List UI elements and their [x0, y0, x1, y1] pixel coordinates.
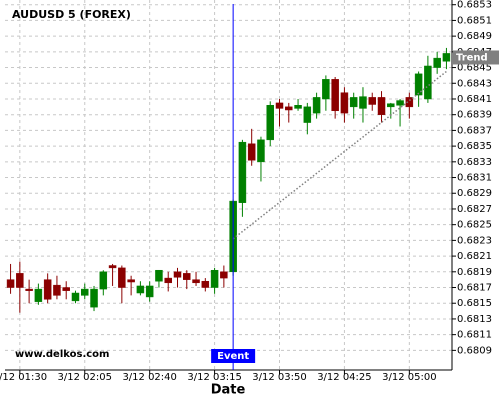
- candle-body: [387, 103, 395, 108]
- candle-body: [396, 100, 404, 106]
- x-tick-label: 3/12 03:15: [187, 372, 241, 383]
- candle-body: [81, 288, 89, 296]
- y-tick-label: 0.6829: [457, 188, 492, 199]
- y-tick-label: 0.6823: [457, 235, 492, 246]
- x-tick-label: 3/12 02:40: [122, 372, 176, 383]
- candle-body: [127, 279, 135, 283]
- y-tick-label: 0.6853: [457, 0, 492, 11]
- y-tick-label: 0.6841: [457, 94, 492, 105]
- x-axis-title: Date: [211, 383, 246, 398]
- candle-body: [108, 265, 117, 269]
- candle-body: [266, 105, 274, 141]
- x-tick-label: 3/12 05:00: [382, 372, 436, 383]
- candle-body: [368, 97, 376, 105]
- y-tick-label: 0.6815: [457, 298, 492, 309]
- candle-body: [201, 280, 210, 288]
- y-tick-label: 0.6817: [457, 283, 492, 294]
- y-tick-label: 0.6849: [457, 31, 492, 42]
- candle-body: [340, 92, 349, 114]
- candle-body: [164, 277, 172, 284]
- y-tick-label: 0.6831: [457, 173, 492, 184]
- y-tick-label: 0.6811: [457, 330, 492, 341]
- trend-line: [232, 70, 447, 240]
- candle-body: [192, 279, 200, 284]
- y-tick-label: 0.6845: [457, 63, 492, 74]
- candle-body: [6, 279, 15, 288]
- candle-body: [34, 288, 43, 302]
- watermark: www.delkos.com: [15, 349, 109, 360]
- event-label-box: [211, 349, 256, 363]
- y-tick-label: 0.6851: [457, 15, 492, 26]
- y-tick-label: 0.6827: [457, 204, 492, 215]
- candle-body: [25, 288, 33, 291]
- y-tick-label: 0.6809: [457, 345, 492, 356]
- y-tick-label: 0.6819: [457, 267, 492, 278]
- candle-body: [424, 65, 432, 100]
- y-tick-label: 0.6821: [457, 251, 492, 262]
- event-label: Event: [217, 351, 249, 362]
- candle-body: [294, 105, 302, 109]
- candle-body: [349, 97, 358, 108]
- candle-body: [414, 73, 423, 96]
- y-tick-label: 0.6833: [457, 157, 492, 168]
- candle-body: [257, 139, 265, 163]
- chart-title: AUDUSD 5 (FOREX): [12, 8, 131, 21]
- candle-body: [183, 273, 191, 280]
- candle-body: [62, 287, 70, 291]
- candle-body: [433, 57, 441, 68]
- candle-body: [442, 53, 451, 62]
- candle-body: [377, 97, 386, 115]
- y-tick-label: 0.6825: [457, 220, 492, 231]
- candle-body: [16, 273, 24, 288]
- plot-layer: 0.6809 0.6811 0.6813 0.6815 0.6817 0.6819 0.68…: [0, 0, 492, 383]
- y-tick-label: 0.6837: [457, 125, 492, 136]
- candle-body: [405, 97, 414, 108]
- candle-body: [238, 141, 247, 203]
- candle-body: [331, 79, 339, 112]
- candle-body: [118, 267, 126, 288]
- candle-body: [275, 102, 284, 109]
- candle-body: [136, 285, 145, 294]
- y-tick-label: 0.6839: [457, 110, 492, 121]
- y-tick-label: 0.6835: [457, 141, 492, 152]
- candle-body: [173, 271, 182, 278]
- x-tick-label: 3/12 03:50: [252, 372, 306, 383]
- trend-label-box: [453, 50, 499, 65]
- candle-body: [99, 271, 108, 290]
- x-tick-label: 3/12 02:05: [58, 372, 112, 383]
- y-tick-label: 0.6813: [457, 314, 492, 325]
- y-tick-label: 0.6843: [457, 78, 492, 89]
- candle-body: [322, 79, 330, 100]
- candle-body: [155, 269, 163, 282]
- trend-label: Trend: [456, 52, 488, 63]
- candle-body: [359, 96, 367, 109]
- candle-body: [43, 279, 52, 300]
- candle-body: [285, 106, 293, 111]
- candle-body: [220, 271, 228, 279]
- candle-body: [90, 288, 98, 308]
- candle-body: [71, 292, 80, 302]
- candle-body: [303, 106, 312, 123]
- candle-body: [145, 285, 154, 298]
- candle-body: [210, 269, 219, 288]
- candle-body: [247, 143, 256, 161]
- candle-body: [312, 97, 321, 114]
- x-tick-label: 3/12 04:25: [317, 372, 371, 383]
- candle-body: [53, 284, 61, 296]
- x-tick-label: 3/12 01:30: [0, 372, 47, 383]
